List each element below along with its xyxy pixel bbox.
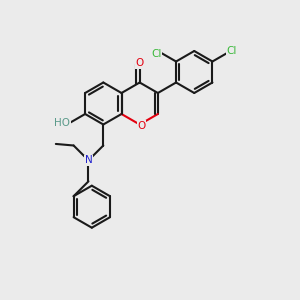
Text: Cl: Cl <box>152 50 162 59</box>
Text: O: O <box>136 58 144 68</box>
Text: HO: HO <box>54 118 70 128</box>
Text: Cl: Cl <box>226 46 237 56</box>
Text: N: N <box>85 155 92 165</box>
Text: O: O <box>137 121 145 131</box>
